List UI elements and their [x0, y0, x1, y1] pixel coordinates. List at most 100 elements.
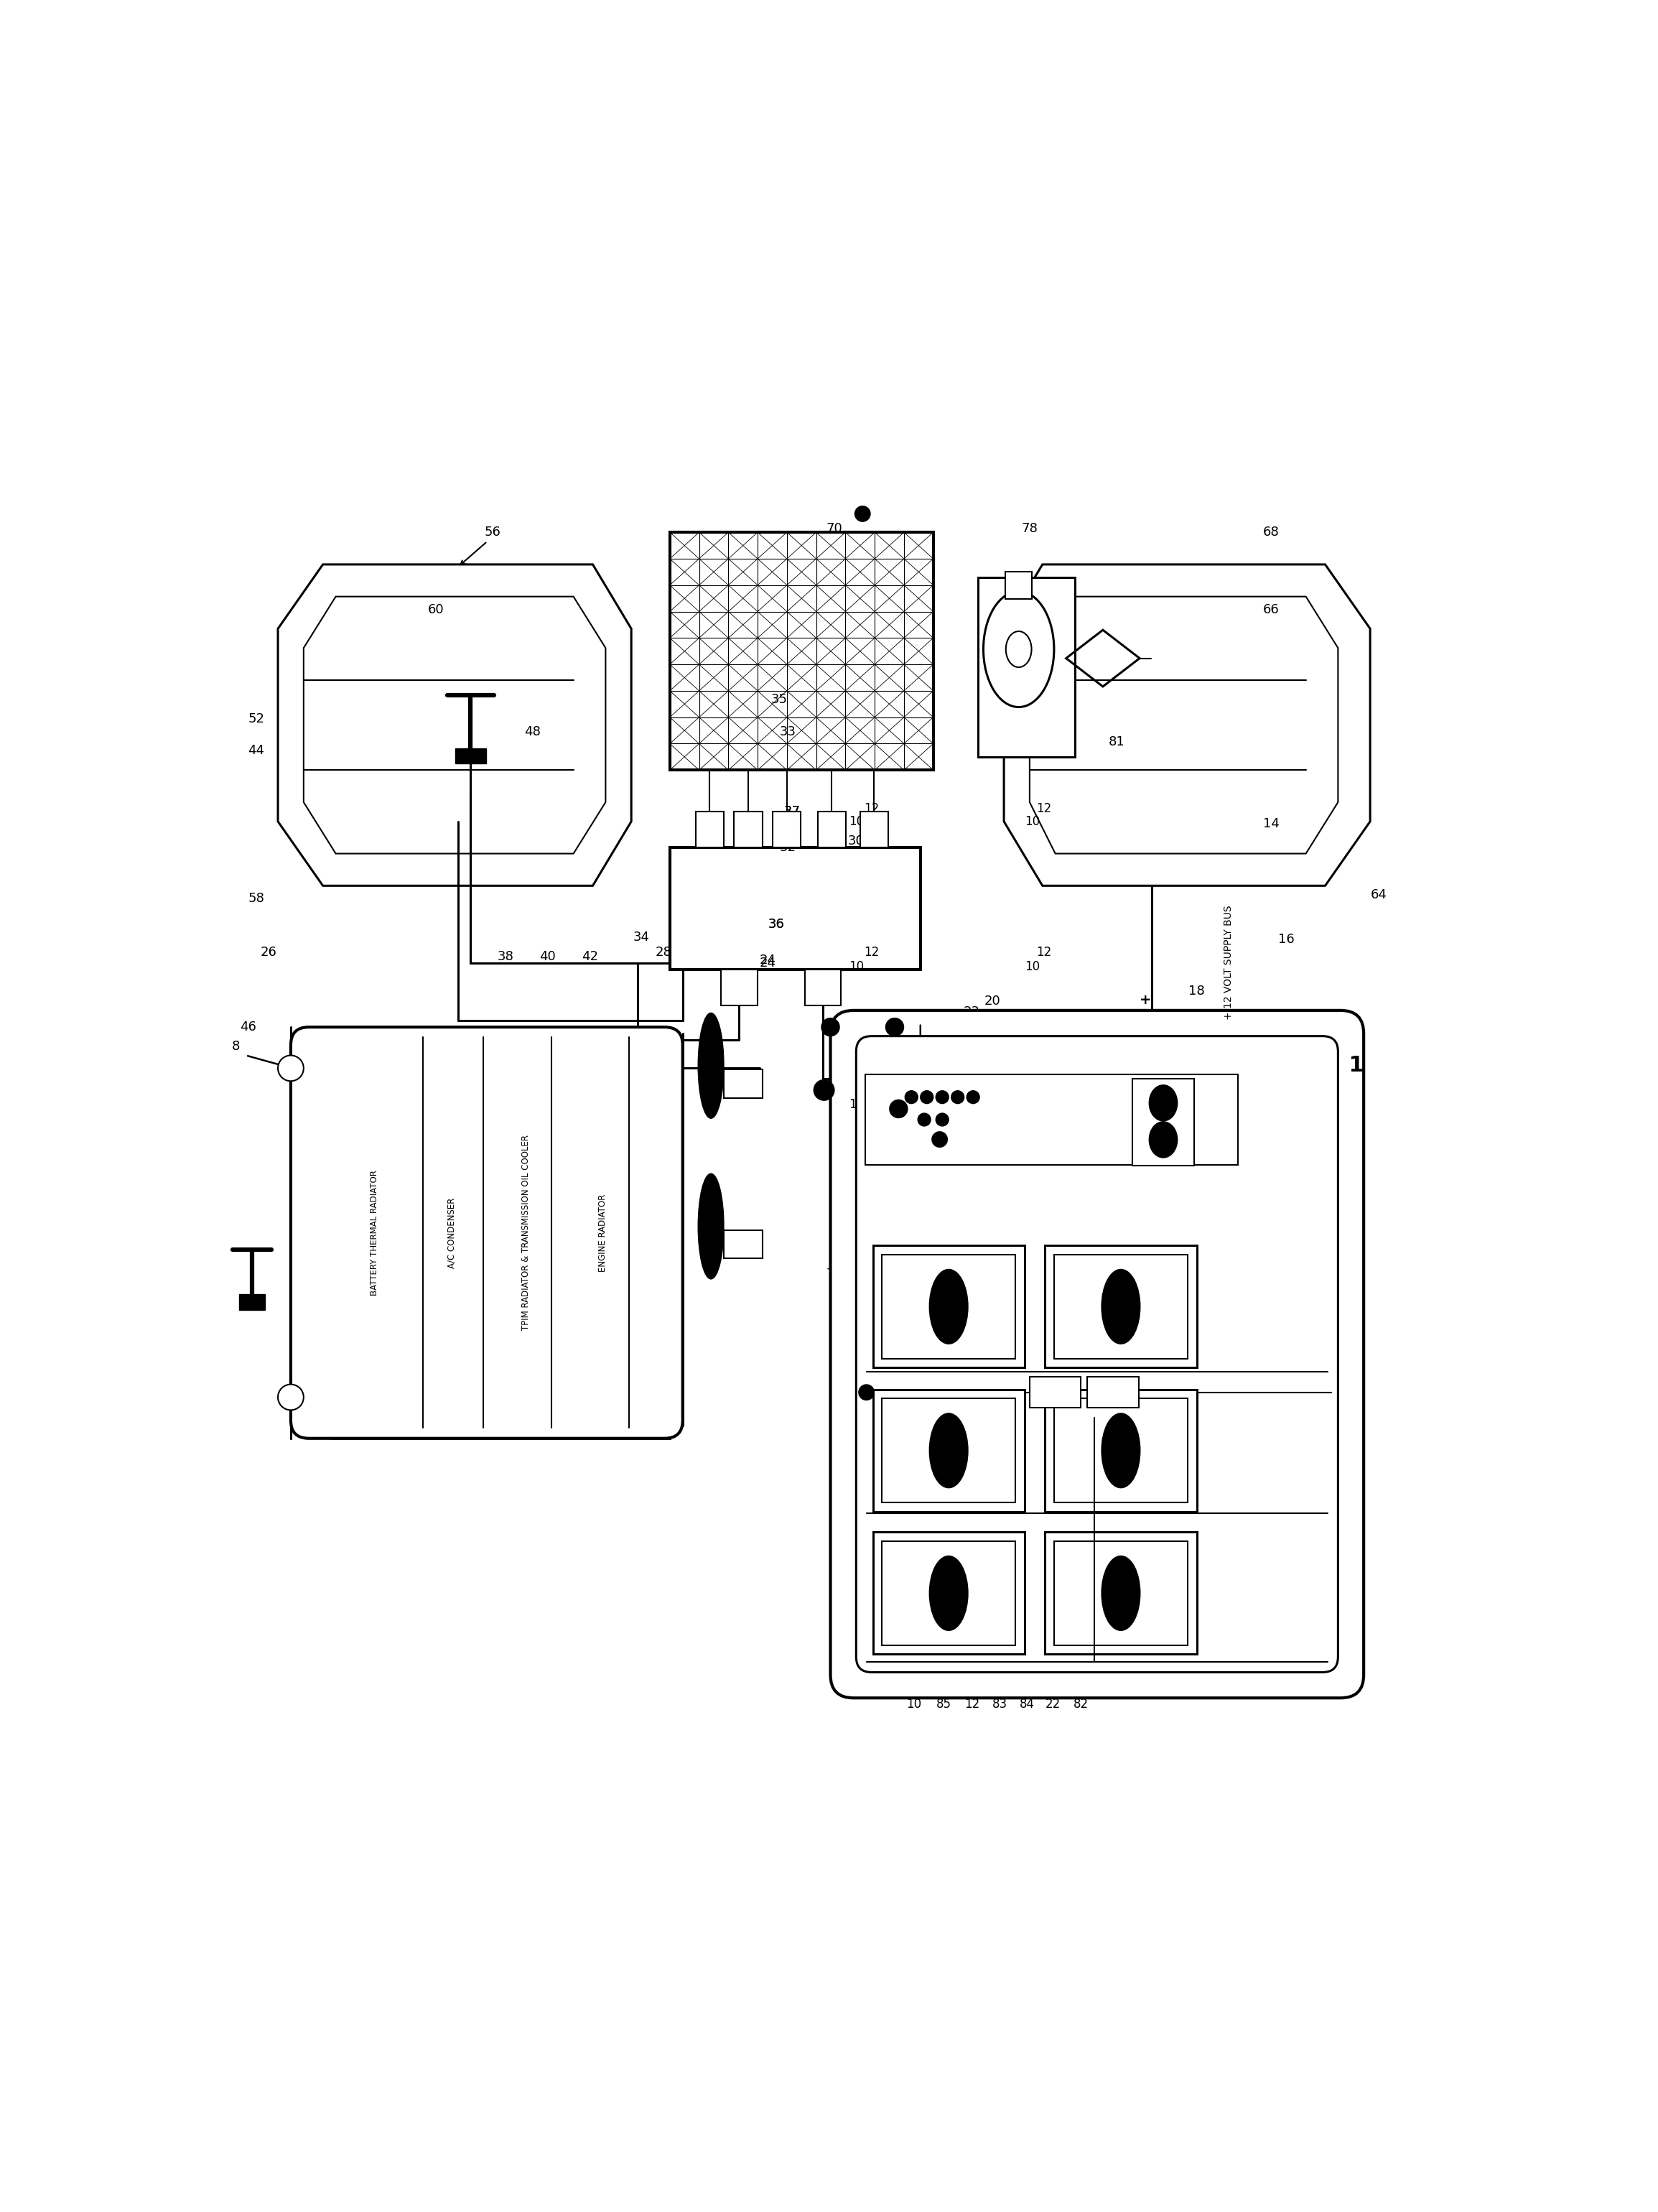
Text: 85: 85 [937, 1699, 952, 1710]
Text: 66: 66 [1263, 604, 1280, 615]
Circle shape [932, 1133, 947, 1148]
Ellipse shape [930, 1555, 968, 1630]
Text: 30: 30 [847, 834, 864, 847]
Text: 28: 28 [655, 947, 671, 960]
Text: 12: 12 [965, 1699, 980, 1710]
Circle shape [920, 1091, 933, 1104]
Text: 35: 35 [771, 692, 788, 706]
Text: 23: 23 [963, 1004, 980, 1018]
Bar [773, 812, 801, 847]
Text: 80: 80 [1083, 1219, 1099, 1232]
Ellipse shape [1101, 1270, 1141, 1345]
Bar [696, 812, 725, 847]
Text: 34: 34 [633, 931, 650, 945]
FancyBboxPatch shape [856, 1035, 1338, 1672]
Polygon shape [1030, 597, 1338, 854]
Text: 70: 70 [826, 522, 842, 535]
Text: 36: 36 [768, 918, 784, 931]
Polygon shape [279, 564, 632, 885]
Text: 8: 8 [232, 1040, 240, 1053]
Text: 10: 10 [849, 1097, 864, 1110]
Text: 76: 76 [996, 641, 1011, 655]
Text: 20: 20 [985, 995, 1000, 1009]
Circle shape [279, 1385, 303, 1409]
Text: 12: 12 [1036, 947, 1051, 960]
Bar [1005, 573, 1033, 599]
Text: 38: 38 [497, 949, 514, 962]
Text: 56: 56 [484, 526, 501, 540]
Polygon shape [1005, 564, 1370, 885]
Text: 54: 54 [414, 1175, 431, 1188]
Ellipse shape [1101, 1555, 1141, 1630]
Bar [1054, 1542, 1187, 1646]
Bar [1045, 1245, 1197, 1367]
Bar [872, 1389, 1025, 1511]
Bar [456, 748, 486, 763]
Text: 12: 12 [864, 803, 879, 814]
Circle shape [935, 1091, 948, 1104]
Bar [872, 1245, 1025, 1367]
Circle shape [279, 1055, 303, 1082]
Ellipse shape [1101, 1413, 1141, 1489]
Text: 80: 80 [1083, 1219, 1099, 1232]
Bar [725, 1071, 763, 1097]
Bar [1045, 1389, 1197, 1511]
Text: 32: 32 [779, 841, 796, 854]
Circle shape [859, 1385, 874, 1400]
Text: 10: 10 [849, 960, 864, 973]
Bar [882, 1254, 1015, 1358]
Text: BATTERY THERMAL RADIATOR: BATTERY THERMAL RADIATOR [370, 1170, 380, 1296]
Circle shape [814, 1079, 834, 1099]
Text: 54: 54 [414, 1161, 431, 1175]
Text: 83: 83 [993, 1699, 1008, 1710]
Text: 82: 82 [1073, 1699, 1089, 1710]
FancyBboxPatch shape [831, 1011, 1363, 1699]
Text: 68: 68 [1263, 526, 1280, 540]
Text: 52: 52 [247, 712, 264, 726]
Text: 64: 64 [1371, 889, 1388, 900]
Ellipse shape [983, 591, 1054, 708]
Text: 22: 22 [1045, 1699, 1061, 1710]
Text: FIG. 1: FIG. 1 [1292, 1055, 1365, 1075]
Bar [721, 969, 758, 1004]
Bar [1054, 1398, 1187, 1502]
Text: 37: 37 [784, 805, 801, 818]
Bar [1054, 1254, 1187, 1358]
Text: 40: 40 [539, 949, 555, 962]
Text: 72: 72 [655, 1219, 671, 1232]
Text: 84: 84 [1020, 1699, 1035, 1710]
Bar [670, 847, 920, 969]
Text: 78: 78 [1021, 522, 1038, 535]
Bar [1030, 1376, 1081, 1407]
Text: 33: 33 [779, 726, 796, 739]
Polygon shape [303, 597, 605, 854]
Text: 24: 24 [759, 953, 776, 967]
Text: 10: 10 [1025, 960, 1040, 973]
Circle shape [967, 1091, 980, 1104]
Bar [1045, 1533, 1197, 1655]
Ellipse shape [930, 1413, 968, 1489]
Bar [861, 812, 889, 847]
Text: 16: 16 [1278, 933, 1295, 947]
Text: 44: 44 [247, 743, 264, 757]
Text: 50: 50 [517, 1188, 534, 1201]
Bar [1132, 1079, 1194, 1166]
Bar [882, 1542, 1015, 1646]
Text: 24: 24 [759, 956, 776, 969]
Circle shape [952, 1091, 963, 1104]
Ellipse shape [930, 1270, 968, 1345]
FancyBboxPatch shape [290, 1026, 683, 1438]
Circle shape [890, 1099, 907, 1117]
Bar [978, 577, 1074, 757]
Text: 62: 62 [1006, 1181, 1023, 1194]
Circle shape [885, 1018, 904, 1035]
Bar [239, 1294, 265, 1310]
Text: 36: 36 [768, 918, 784, 931]
Text: + 12 VOLT SUPPLY BUS: + 12 VOLT SUPPLY BUS [1224, 905, 1234, 1020]
Text: 46: 46 [240, 1020, 257, 1033]
Text: 12: 12 [864, 947, 879, 960]
Bar [872, 1533, 1025, 1655]
Circle shape [919, 1113, 930, 1126]
Circle shape [905, 1091, 919, 1104]
Ellipse shape [1149, 1121, 1177, 1157]
